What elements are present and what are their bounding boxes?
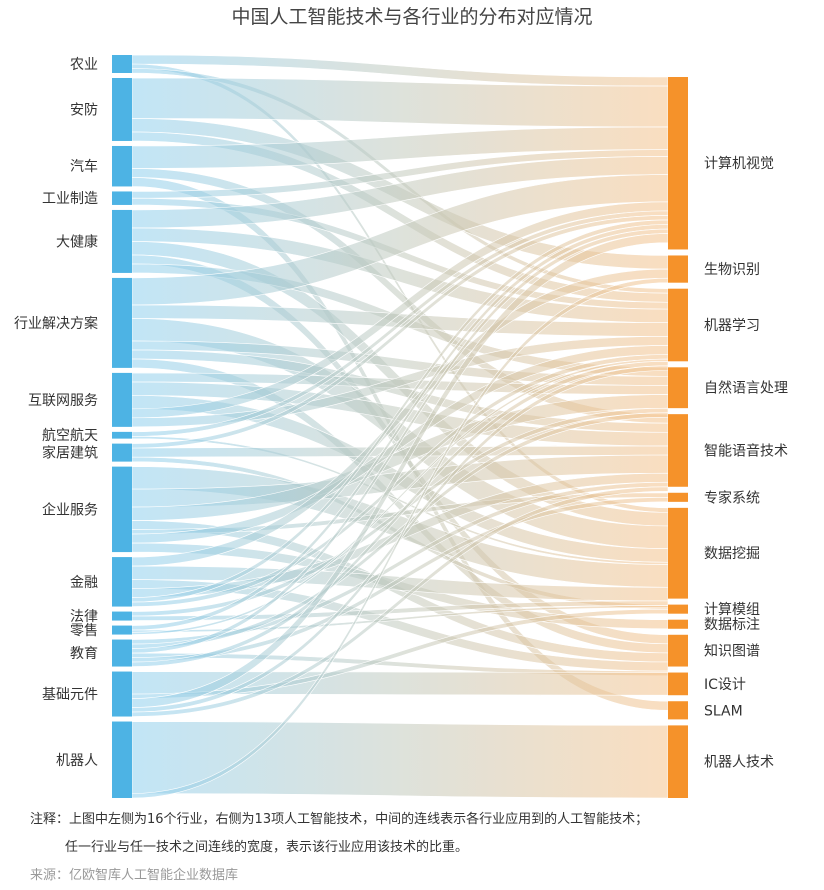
right-node-bar (668, 492, 688, 502)
right-node-bar (668, 77, 688, 250)
left-node-bar (112, 372, 132, 427)
right-node-bar (668, 255, 688, 283)
right-node-label: IC设计 (704, 677, 746, 693)
left-node-label: 航空航天 (42, 428, 98, 444)
right-node-label: 知识图谱 (704, 643, 760, 660)
footnote-line-1: 注释：上图中左侧为16个行业，右侧为13项人工智能技术，中间的连线表示各行业应用… (30, 812, 649, 827)
left-node-bar (112, 191, 132, 205)
right-node-bar (668, 725, 688, 798)
chart-title: 中国人工智能技术与各行业的分布对应情况 (231, 6, 593, 28)
left-node-label: 机器人 (56, 753, 98, 769)
left-node-bar (112, 721, 132, 798)
right-node-bar (668, 288, 688, 362)
right-node-label: 智能语音技术 (704, 442, 788, 459)
left-node-label: 农业 (70, 57, 98, 73)
left-node-label: 安防 (70, 102, 98, 118)
left-node-bar (112, 55, 132, 73)
right-node-label: 计算模组 (704, 602, 760, 618)
right-node-bar (668, 367, 688, 409)
left-node-bar (112, 209, 132, 273)
left-node-label: 教育 (70, 646, 98, 662)
right-node-label: 自然语言处理 (704, 380, 788, 397)
left-node-bar (112, 557, 132, 607)
right-node-label: 生物识别 (704, 262, 760, 278)
left-node-label: 金融 (70, 575, 98, 591)
footnote-line-2: 任一行业与任一技术之间连线的宽度，表示该行业应用该技术的比重。 (65, 840, 469, 855)
right-node-label: 机器人技术 (704, 755, 774, 771)
sankey-link (131, 486, 669, 717)
left-node-bar (112, 611, 132, 621)
left-node-bar (112, 625, 132, 635)
right-node-label: 数据挖掘 (704, 546, 760, 562)
left-node-label: 工业制造 (42, 191, 98, 207)
right-node-bar (668, 414, 688, 487)
left-node-label: 企业服务 (42, 501, 98, 518)
right-node-bar (668, 701, 688, 720)
left-node-label: 基础元件 (42, 686, 98, 703)
left-node-label: 零售 (70, 623, 98, 639)
right-node-label: 专家系统 (704, 489, 760, 506)
right-node-label: SLAM (704, 703, 743, 719)
left-node-label: 家居建筑 (42, 445, 98, 462)
sankey-chart: 农业安防汽车工业制造大健康行业解决方案互联网服务航空航天家居建筑企业服务金融法律… (14, 54, 788, 799)
left-node-bar (112, 639, 132, 667)
source-text: 来源：亿欧智库人工智能企业数据库 (30, 868, 239, 883)
right-technology-nodes: 计算机视觉生物识别机器学习自然语言处理智能语音技术专家系统数据挖掘计算模组数据标… (668, 77, 788, 798)
right-node-bar (668, 604, 688, 614)
sankey-link (131, 721, 669, 799)
left-node-bar (112, 277, 132, 368)
left-node-bar (112, 671, 132, 717)
right-node-bar (668, 619, 688, 629)
right-node-bar (668, 634, 688, 667)
left-node-bar (112, 145, 132, 187)
left-node-label: 行业解决方案 (14, 315, 98, 332)
sankey-links (131, 54, 669, 799)
left-node-label: 汽车 (70, 158, 98, 175)
left-node-bar (112, 431, 132, 439)
left-node-bar (112, 443, 132, 462)
left-node-label: 大健康 (56, 233, 98, 250)
left-node-bar (112, 466, 132, 553)
right-node-label: 数据标注 (704, 617, 760, 633)
left-node-bar (112, 77, 132, 141)
right-node-bar (668, 672, 688, 696)
left-industry-nodes: 农业安防汽车工业制造大健康行业解决方案互联网服务航空航天家居建筑企业服务金融法律… (14, 55, 132, 798)
right-node-label: 计算机视觉 (704, 156, 774, 172)
left-node-label: 法律 (70, 609, 98, 625)
left-node-label: 互联网服务 (28, 393, 98, 409)
right-node-label: 机器学习 (704, 318, 760, 334)
right-node-bar (668, 507, 688, 599)
